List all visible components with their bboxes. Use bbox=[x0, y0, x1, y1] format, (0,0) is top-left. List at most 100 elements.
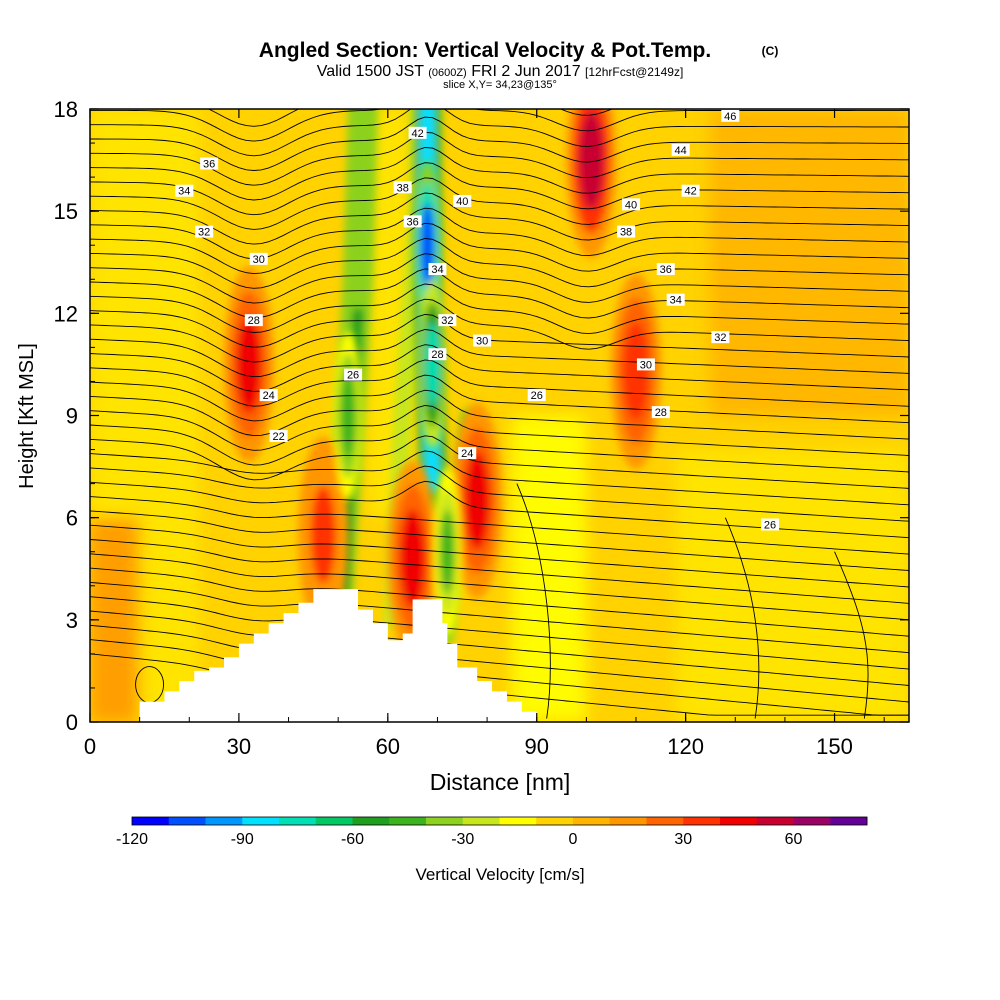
contour-label: 22 bbox=[269, 429, 288, 443]
colorbar-tick-label: 0 bbox=[569, 831, 578, 848]
isentrope-line bbox=[90, 624, 909, 703]
contour-label: 32 bbox=[438, 314, 457, 327]
colorbar-swatch bbox=[132, 817, 170, 825]
downdraft-core bbox=[341, 373, 356, 458]
colorbar-swatch bbox=[352, 817, 390, 825]
y-tick-label: 6 bbox=[66, 506, 78, 531]
colorbar-tick-label: 30 bbox=[674, 831, 692, 848]
isentrope-line bbox=[516, 483, 551, 719]
svg-text:34: 34 bbox=[178, 186, 190, 198]
isentrope-line bbox=[90, 435, 909, 489]
contour-label: 36 bbox=[656, 263, 675, 276]
isentrope-line bbox=[90, 344, 909, 392]
contour-label: 46 bbox=[721, 109, 740, 123]
colorbar-swatch bbox=[683, 817, 721, 825]
isentrope-line bbox=[90, 192, 909, 245]
contour-label: 34 bbox=[428, 263, 447, 276]
colorbar-swatch bbox=[205, 817, 243, 825]
x-tick-label: 90 bbox=[524, 734, 548, 759]
colorbar-swatch bbox=[573, 817, 611, 825]
isentrope-line bbox=[90, 313, 909, 363]
isentrope-line bbox=[90, 389, 909, 440]
x-tick-label: 60 bbox=[376, 734, 400, 759]
contour-label: 24 bbox=[458, 446, 477, 460]
svg-text:34: 34 bbox=[670, 295, 682, 307]
contour-label: 26 bbox=[761, 518, 780, 531]
svg-text:32: 32 bbox=[441, 315, 453, 327]
y-tick-label: 9 bbox=[66, 404, 78, 429]
y-tick-label: 15 bbox=[54, 199, 78, 224]
colorbar: -120 -90 -60 -30 0 30 60 bbox=[116, 816, 868, 848]
isentrope-line bbox=[90, 420, 909, 473]
chart-subtitle: Valid 1500 JST (0600Z) FRI 2 Jun 2017 [1… bbox=[317, 63, 684, 80]
svg-text:46: 46 bbox=[724, 111, 736, 123]
isentrope-line bbox=[90, 283, 909, 335]
svg-text:28: 28 bbox=[655, 407, 667, 419]
colorbar-swatch bbox=[720, 817, 758, 825]
x-axis-label: Distance [nm] bbox=[430, 769, 571, 795]
isentrope-line bbox=[90, 329, 909, 378]
isentrope-line bbox=[90, 596, 909, 670]
x-tick-label: 0 bbox=[84, 734, 96, 759]
isentrope-line bbox=[90, 465, 909, 522]
contour-label: 40 bbox=[453, 194, 472, 208]
svg-text:30: 30 bbox=[253, 254, 265, 266]
svg-text:32: 32 bbox=[714, 332, 726, 344]
y-axis-label: Height [Kft MSL] bbox=[16, 343, 38, 489]
isentrope-line bbox=[90, 359, 909, 407]
colorbar-label: Vertical Velocity [cm/s] bbox=[415, 865, 584, 884]
forecast-info: [12hrFcst@2149z] bbox=[585, 65, 683, 79]
valid-date: FRI 2 Jun 2017 bbox=[471, 63, 581, 80]
contour-label: 28 bbox=[244, 314, 263, 327]
colorbar-swatch bbox=[536, 817, 574, 825]
colorbar-swatch bbox=[168, 817, 206, 825]
isentrope-line bbox=[90, 496, 909, 555]
x-tick-label: 120 bbox=[667, 734, 704, 759]
isentrope-line bbox=[90, 404, 909, 456]
isentrope-line bbox=[724, 517, 760, 719]
updraft-core bbox=[400, 509, 426, 608]
svg-text:24: 24 bbox=[461, 448, 473, 460]
svg-text:40: 40 bbox=[456, 196, 468, 208]
isentrope-line bbox=[90, 610, 909, 686]
contour-label: 36 bbox=[403, 215, 422, 228]
contour-label: 32 bbox=[195, 225, 214, 239]
isentrope-line bbox=[90, 222, 909, 275]
svg-text:22: 22 bbox=[272, 431, 284, 443]
colorbar-swatch bbox=[389, 817, 427, 825]
updraft-core bbox=[578, 111, 604, 210]
isentrope-line bbox=[207, 109, 614, 127]
isentrope-line bbox=[90, 539, 909, 604]
isentrope-line bbox=[90, 268, 909, 319]
y-tick-label: 12 bbox=[54, 301, 78, 326]
svg-text:26: 26 bbox=[531, 390, 543, 402]
svg-text:32: 32 bbox=[198, 227, 210, 239]
isentrope-line bbox=[90, 238, 909, 289]
contour-label: 34 bbox=[666, 293, 685, 307]
isentrope-line bbox=[90, 147, 909, 201]
colorbar-swatch bbox=[462, 817, 500, 825]
svg-text:38: 38 bbox=[620, 227, 632, 239]
y-tick-label: 0 bbox=[66, 710, 78, 735]
contour-label: 28 bbox=[428, 348, 447, 361]
svg-text:26: 26 bbox=[764, 519, 776, 531]
colorbar-swatch bbox=[315, 817, 353, 825]
contour-label: 38 bbox=[393, 181, 412, 194]
contour-label: 28 bbox=[651, 406, 670, 419]
contour-label: 26 bbox=[527, 389, 546, 402]
isentrope-line bbox=[834, 551, 869, 719]
isentrope-line bbox=[90, 374, 909, 424]
updraft-core bbox=[310, 485, 336, 584]
contour-label: 24 bbox=[259, 389, 278, 402]
colorbar-tick-label: 60 bbox=[785, 831, 803, 848]
isentrope-line bbox=[90, 298, 909, 350]
isentrope-line bbox=[90, 450, 909, 506]
svg-text:44: 44 bbox=[675, 145, 687, 157]
svg-text:24: 24 bbox=[263, 390, 275, 402]
colorbar-swatch bbox=[279, 817, 317, 825]
isentrope-line bbox=[90, 177, 909, 230]
colorbar-swatch bbox=[499, 817, 537, 825]
y-tick-label: 18 bbox=[54, 97, 78, 122]
contour-label: 36 bbox=[200, 157, 219, 170]
